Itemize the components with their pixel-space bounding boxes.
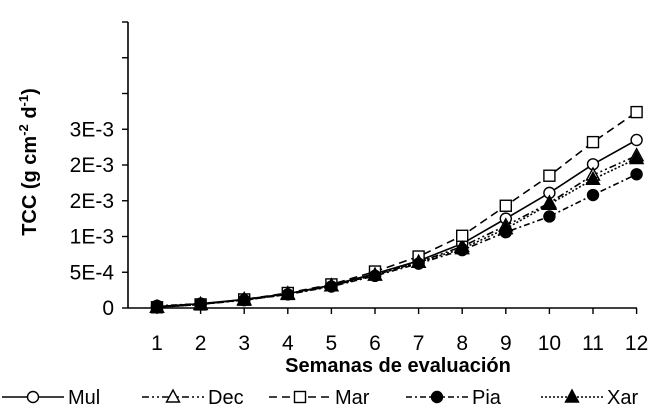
x-tick-label-4: 5 bbox=[326, 332, 338, 355]
point-xar-2 bbox=[192, 295, 209, 311]
point-xar-11 bbox=[585, 170, 601, 186]
legend-marker-xar bbox=[564, 388, 580, 403]
point-xar-9 bbox=[498, 220, 514, 235]
series-line-mul bbox=[156, 139, 637, 308]
point-xar-7 bbox=[410, 253, 427, 268]
legend-item-pia: Pia bbox=[406, 387, 502, 409]
series-xar bbox=[149, 150, 645, 313]
point-pia-11 bbox=[586, 188, 600, 202]
point-mul-12 bbox=[630, 133, 643, 147]
legend-marker-dec bbox=[165, 388, 181, 403]
y-axis-title-end: ) bbox=[19, 88, 41, 95]
y-axis-title-exp2: -1 bbox=[16, 95, 31, 107]
legend-item-xar: Xar bbox=[541, 387, 638, 409]
point-pia-12 bbox=[630, 168, 643, 181]
x-tick-label-6: 7 bbox=[413, 332, 425, 355]
legend-label-xar: Xar bbox=[607, 387, 638, 409]
legend-item-mar: Mar bbox=[269, 387, 370, 409]
series-dec bbox=[149, 147, 645, 313]
legend-item-mul: Mul bbox=[2, 387, 100, 409]
series-mar bbox=[150, 105, 643, 314]
series-line-dec bbox=[156, 154, 637, 309]
legend-marker-pia bbox=[430, 390, 444, 404]
series-pia bbox=[150, 168, 643, 313]
y-tick-label-5: 3E-3 bbox=[70, 118, 114, 141]
x-tick-label-5: 6 bbox=[369, 332, 381, 355]
y-tick-label-4: 2E-3 bbox=[70, 154, 114, 177]
point-mar-11 bbox=[586, 135, 600, 149]
point-xar-3 bbox=[236, 290, 252, 306]
series-layer bbox=[149, 105, 645, 314]
x-tick-label-11: 12 bbox=[625, 332, 648, 355]
point-mar-9 bbox=[499, 199, 512, 212]
y-axis-title-mid: d bbox=[19, 106, 41, 124]
x-tick-label-0: 1 bbox=[151, 332, 163, 355]
y-tick-label-3: 2E-3 bbox=[70, 190, 114, 213]
legend-label-mul: Mul bbox=[68, 387, 100, 409]
point-xar-12 bbox=[628, 150, 645, 165]
y-axis-title: TCC (g cm-2 d-1) bbox=[16, 88, 41, 236]
point-xar-10 bbox=[541, 195, 558, 211]
point-xar-4 bbox=[280, 285, 296, 300]
y-axis-title-main: TCC (g cm bbox=[19, 136, 41, 236]
x-axis: 1 2 3 4 5 6 7 8 9 10 11 12 bbox=[128, 307, 648, 355]
x-tick-label-10: 11 bbox=[582, 332, 604, 355]
x-tick-label-9: 10 bbox=[538, 332, 561, 355]
y-tick-label-2: 1E-3 bbox=[70, 226, 114, 249]
series-line-pia bbox=[156, 173, 637, 307]
legend-marker-mul bbox=[26, 390, 40, 404]
x-tick-label-8: 9 bbox=[500, 332, 512, 355]
point-mar-8 bbox=[456, 229, 469, 242]
legend-label-pia: Pia bbox=[472, 387, 502, 409]
y-axis-title-exp1: -2 bbox=[16, 124, 31, 136]
legend-marker-mar bbox=[293, 390, 307, 404]
x-tick-label-1: 2 bbox=[195, 332, 207, 355]
x-axis-title: Semanas de evaluación bbox=[285, 355, 511, 377]
legend-label-dec: Dec bbox=[208, 387, 244, 409]
y-axis: 0 5E-4 1E-3 2E-3 2E-3 3E-3 bbox=[70, 21, 129, 320]
point-mar-10 bbox=[543, 169, 556, 182]
point-xar-8 bbox=[454, 240, 470, 255]
x-tick-label-7: 8 bbox=[456, 332, 468, 355]
legend: Mul Dec Mar Pia Xar bbox=[2, 387, 638, 409]
point-xar-5 bbox=[323, 277, 340, 292]
legend-label-mar: Mar bbox=[335, 387, 370, 409]
y-tick-label-1: 5E-4 bbox=[70, 261, 115, 284]
series-line-xar bbox=[156, 157, 637, 309]
point-xar-6 bbox=[367, 266, 383, 281]
point-xar-1 bbox=[149, 298, 165, 313]
y-tick-label-0: 0 bbox=[102, 297, 114, 320]
point-pia-10 bbox=[543, 210, 556, 223]
x-tick-label-2: 3 bbox=[238, 332, 250, 355]
x-tick-label-3: 4 bbox=[282, 332, 294, 355]
point-mar-12 bbox=[630, 105, 643, 119]
legend-item-dec: Dec bbox=[142, 387, 244, 409]
